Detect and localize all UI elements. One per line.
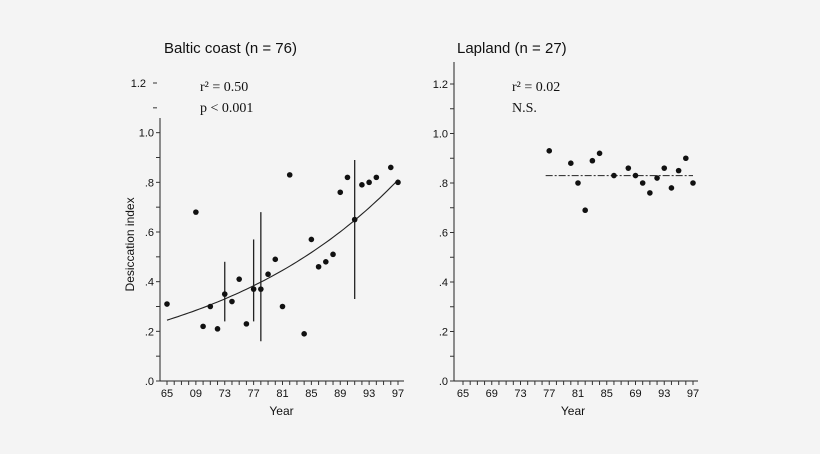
y-tick-label: .4 <box>145 277 154 289</box>
y-tick-label: 1.2 <box>433 79 448 91</box>
regression-curve <box>166 179 399 321</box>
data-point <box>265 271 271 278</box>
x-tick-label: 65 <box>161 388 173 400</box>
data-point <box>568 160 574 166</box>
data-point <box>668 185 675 191</box>
x-tick-label: 69 <box>486 388 498 400</box>
data-point <box>207 303 214 310</box>
data-point <box>359 182 365 188</box>
y-tick-label: .0 <box>439 376 448 388</box>
y-tick-label: 1.0 <box>433 129 448 141</box>
data-point <box>279 303 286 310</box>
data-point <box>193 209 199 215</box>
y-tick-label: .0 <box>145 376 154 388</box>
data-point <box>387 164 394 171</box>
significance-annotation: N.S. <box>512 101 537 116</box>
x-tick-label: 97 <box>687 388 699 400</box>
data-point <box>575 180 581 186</box>
panel-baltic-coast <box>153 82 404 385</box>
data-point <box>337 189 344 196</box>
data-point <box>373 174 380 181</box>
data-point <box>366 179 372 186</box>
data-point <box>272 256 279 263</box>
panel-title: Lapland (n = 27) <box>457 40 567 57</box>
x-tick-label: 73 <box>514 388 526 400</box>
data-point <box>690 180 696 186</box>
x-tick-label: 81 <box>572 388 584 400</box>
x-tick-label: 93 <box>658 388 670 400</box>
x-tick-label: 77 <box>543 388 555 400</box>
data-point <box>315 263 322 270</box>
x-tick-label: 09 <box>190 388 202 400</box>
data-point <box>639 180 646 186</box>
data-point <box>582 207 588 214</box>
data-point <box>229 298 235 305</box>
x-tick-label: 73 <box>219 388 231 400</box>
x-tick-label: 81 <box>276 388 288 400</box>
data-point <box>243 321 250 327</box>
data-point <box>675 167 682 174</box>
data-point <box>625 165 632 171</box>
data-point <box>258 286 264 292</box>
y-axis-label: Desiccation index <box>123 197 137 291</box>
data-point <box>200 323 206 330</box>
r-squared-annotation: r² = 0.02 <box>512 80 560 95</box>
data-point <box>395 179 401 186</box>
data-point <box>654 175 660 181</box>
data-point <box>611 172 617 179</box>
data-point <box>236 276 242 282</box>
x-axis-label: Year <box>561 404 585 418</box>
panel-title: Baltic coast (n = 76) <box>164 40 297 57</box>
y-tick-label: .2 <box>145 326 154 338</box>
y-tick-label: .4 <box>439 277 448 289</box>
data-point <box>683 155 689 162</box>
data-point <box>344 174 351 181</box>
data-point <box>351 216 358 223</box>
significance-annotation: p < 0.001 <box>200 101 253 116</box>
data-point <box>308 236 315 243</box>
x-tick-label: 89 <box>334 388 346 400</box>
y-tick-label: .6 <box>439 228 448 240</box>
y-tick-label: .8 <box>145 177 154 189</box>
y-tick-label: .6 <box>145 227 154 239</box>
data-point <box>330 251 336 258</box>
y-tick-label: .2 <box>439 327 448 339</box>
data-point <box>647 190 653 196</box>
x-tick-label: 93 <box>363 388 375 400</box>
x-tick-label: 77 <box>248 388 260 400</box>
data-point <box>250 286 257 292</box>
data-point <box>286 172 293 178</box>
y-tick-label: 1.2 <box>131 78 146 90</box>
data-point <box>661 165 668 171</box>
r-squared-annotation: r² = 0.50 <box>200 80 248 95</box>
data-point <box>164 301 170 307</box>
y-tick-label: 1.0 <box>139 128 154 140</box>
data-point <box>596 150 603 157</box>
x-tick-label: 97 <box>392 388 404 400</box>
data-point <box>221 291 228 297</box>
x-tick-label: 85 <box>305 388 317 400</box>
data-point <box>546 148 553 154</box>
data-point <box>632 172 639 179</box>
data-point <box>323 259 329 265</box>
data-point <box>589 157 596 164</box>
panel-lapland <box>450 62 698 385</box>
x-tick-label: 65 <box>457 388 469 400</box>
x-tick-label: 69 <box>629 388 641 400</box>
x-tick-label: 85 <box>601 388 613 400</box>
x-axis-label: Year <box>269 404 293 418</box>
data-point <box>301 331 307 337</box>
y-tick-label: .8 <box>439 178 448 190</box>
data-point <box>214 326 221 332</box>
